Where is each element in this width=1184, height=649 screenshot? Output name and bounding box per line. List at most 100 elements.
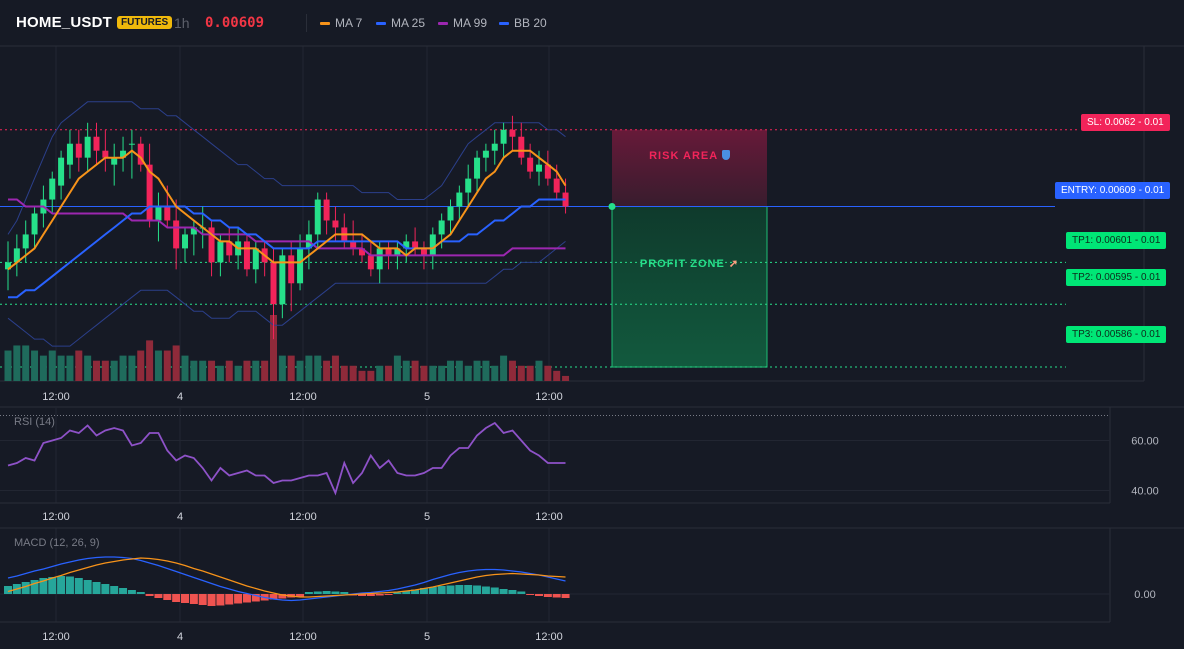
macd-histogram-bar — [499, 589, 508, 594]
volume-bar — [535, 360, 543, 381]
ma25-swatch — [376, 21, 386, 25]
macd-histogram-bar — [145, 594, 154, 596]
volume-bar — [39, 355, 47, 381]
tp1-label: TP1: 0.00601 — [1072, 235, 1133, 246]
candle-body — [420, 248, 427, 256]
volume-bar — [101, 360, 109, 381]
x-tick-label: 12:00 — [535, 391, 563, 403]
macd-histogram-bar — [216, 594, 225, 606]
rsi-tick-40: 40.00 — [1131, 486, 1159, 498]
candle — [412, 227, 419, 256]
candle-body — [137, 143, 144, 165]
macd-histogram-bar — [393, 592, 402, 594]
candle — [482, 143, 489, 172]
ma7-line — [7, 149, 567, 271]
macd-histogram-bar — [402, 591, 411, 594]
volume-bar — [411, 360, 419, 381]
candle — [491, 129, 498, 165]
candle-body — [527, 157, 534, 172]
candle — [102, 129, 109, 172]
x-tick-label: 5 — [424, 391, 430, 403]
candle-body — [155, 206, 162, 221]
candle — [279, 248, 286, 319]
volume-bar — [31, 350, 39, 381]
candle-body — [456, 192, 463, 207]
candle — [111, 143, 118, 186]
timeframe-selector[interactable]: 1h — [174, 15, 190, 31]
macd-histogram-bar — [83, 580, 92, 594]
candle-body — [438, 220, 445, 235]
candle-body — [208, 227, 215, 263]
candle — [49, 171, 56, 214]
macd-signal-line — [7, 557, 566, 598]
macd-histogram-bar — [74, 578, 83, 594]
x-tick-label: 4 — [177, 511, 183, 523]
legend-ma25[interactable]: MA 25 — [376, 16, 425, 30]
candle — [208, 220, 215, 277]
macd-histogram-bar — [101, 584, 110, 594]
candle — [367, 241, 374, 277]
volume-bar — [367, 370, 375, 381]
candle — [474, 150, 481, 193]
volume-bar — [331, 355, 339, 381]
volume-bar — [296, 360, 304, 381]
macd-histogram-bar — [242, 594, 251, 603]
candle-body — [465, 178, 472, 193]
macd-tick-0: 0.00 — [1134, 589, 1155, 601]
candle — [173, 199, 180, 270]
symbol-title[interactable]: HOME_USDT — [16, 14, 112, 31]
candle — [527, 143, 534, 179]
legend-bb20-label: BB 20 — [514, 16, 547, 30]
candle — [93, 122, 100, 165]
volume-bar — [340, 365, 348, 381]
candle-body — [544, 164, 551, 179]
volume-bar — [137, 350, 145, 381]
sl-label: SL: 0.0062 — [1087, 117, 1136, 128]
tp2-size: 0.01 — [1140, 272, 1161, 283]
candle-body — [376, 248, 383, 270]
ma99-swatch — [438, 21, 448, 25]
volume-bar — [553, 370, 561, 381]
volume-bar — [349, 365, 357, 381]
tp1-size: 0.01 — [1140, 235, 1161, 246]
macd-histogram-bar — [517, 591, 526, 594]
candle-body — [93, 136, 100, 151]
x-tick-label: 12:00 — [42, 391, 70, 403]
candle-body — [509, 129, 516, 137]
macd-histogram-bar — [296, 594, 305, 597]
profit-zone — [611, 206, 768, 368]
macd-histogram-bar — [340, 592, 349, 594]
legend-ma99[interactable]: MA 99 — [438, 16, 487, 30]
volume-bar — [216, 365, 224, 381]
volume-bar — [84, 355, 92, 381]
volume-bar — [491, 365, 499, 381]
futures-badge: FUTURES — [117, 16, 173, 29]
volume-bar — [473, 360, 481, 381]
x-tick-label: 12:00 — [535, 631, 563, 643]
volume-bar — [110, 360, 118, 381]
macd-histogram-bar — [419, 588, 428, 594]
macd-histogram-bar — [455, 585, 464, 594]
volume-bar — [429, 365, 437, 381]
macd-histogram-bar — [92, 582, 101, 594]
macd-histogram-bar — [411, 589, 420, 594]
macd-histogram-bar — [57, 576, 66, 594]
legend-ma7[interactable]: MA 7 — [320, 16, 362, 30]
macd-histogram-bar — [561, 594, 570, 598]
macd-histogram-bar — [375, 594, 384, 596]
candle — [243, 234, 250, 277]
macd-histogram-bar — [48, 577, 57, 594]
candle — [270, 248, 277, 340]
candle-body — [226, 241, 233, 256]
legend-bb20[interactable]: BB 20 — [499, 16, 547, 30]
macd-histogram-bar — [154, 594, 163, 598]
candle-body — [13, 248, 20, 263]
volume-bar — [508, 360, 516, 381]
macd-histogram-bar — [207, 594, 216, 606]
profit-zone-text: PROFIT ZONE — [639, 258, 725, 270]
macd-histogram-bar — [181, 594, 189, 603]
volume-bar — [270, 315, 277, 381]
candle-body — [120, 150, 127, 158]
rsi-title: RSI (14) — [14, 416, 55, 428]
